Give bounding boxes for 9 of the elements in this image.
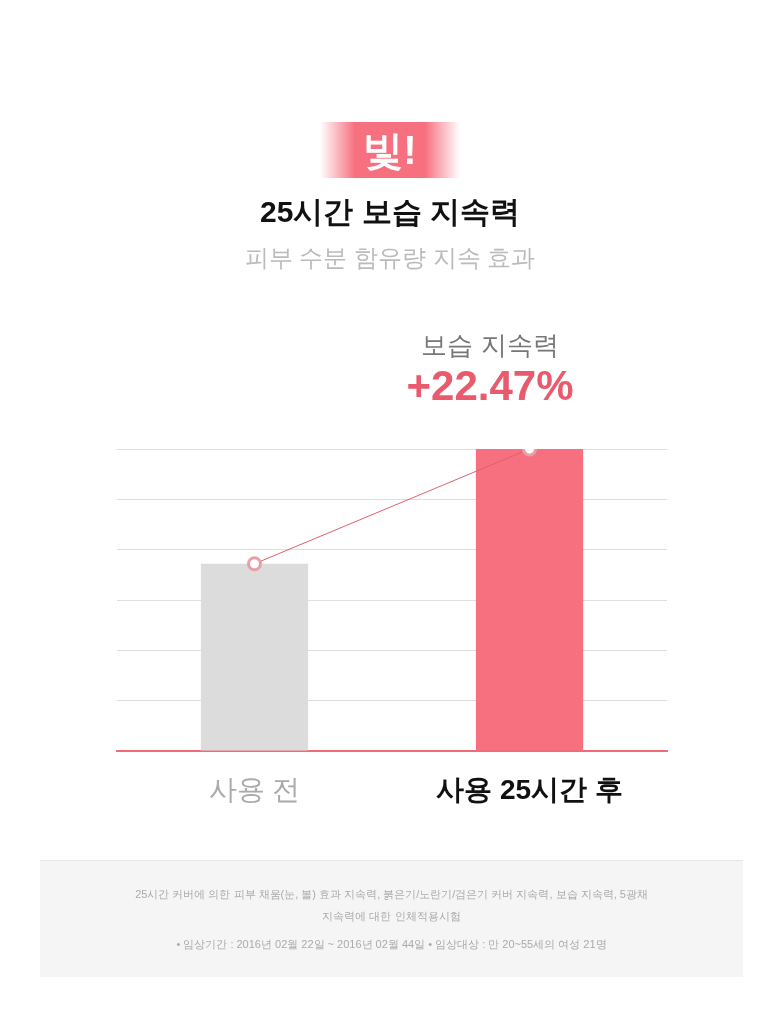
chart-title: 25시간 보습 지속력 [258,194,521,230]
text: 보습 지속력 [420,329,560,362]
x-tick-label: 사용 전 [208,773,301,805]
x-tick-label: 사용 25시간 후 [436,773,623,805]
text: +22.47% [405,362,575,410]
text: • 임상기간 : 2016년 02월 22일 ~ 2016년 02월 44일 • 임상대상 : 만 20~55세의 여성 21명 [175,937,608,952]
text: 빛! [320,122,460,178]
text: 25시간 커버에 의한 피부 채움(눈, 볼) 효과 지속력, 붉은기/노란기/검은기 커버 지속력, 보습 지속력, 5광채 지속력에 대한 인체적용시험 [134,887,649,924]
chart-subtitle: 피부 수분 함유량 지속 효과 [243,243,537,273]
